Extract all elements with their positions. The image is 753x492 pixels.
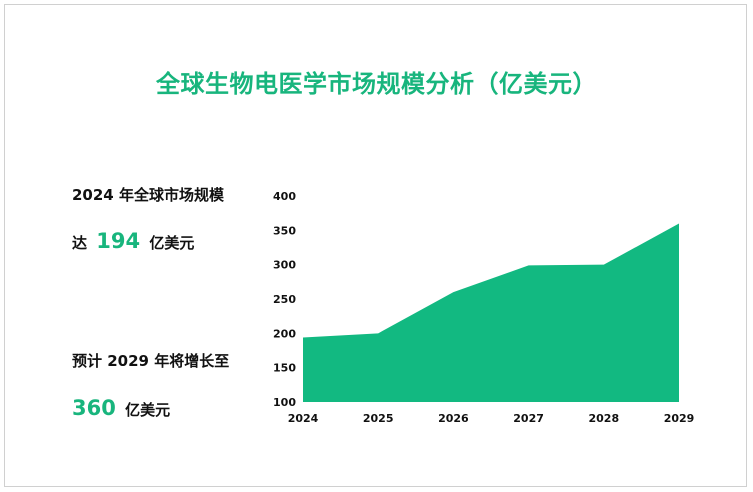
x-tick-label: 2026 — [438, 412, 469, 425]
x-tick-label: 2029 — [664, 412, 695, 425]
current-size-line: 达 194 亿美元 — [72, 229, 194, 253]
y-tick-label: 250 — [273, 293, 296, 306]
y-tick-label: 150 — [273, 362, 296, 375]
page-title: 全球生物电医学市场规模分析（亿美元） — [156, 70, 597, 98]
x-tick-label: 2028 — [588, 412, 619, 425]
x-tick-label: 2027 — [513, 412, 544, 425]
current-size-value: 194 — [96, 229, 141, 253]
chart-frame — [4, 4, 747, 487]
forecast-label: 预计 2029 年将增长至 — [72, 352, 230, 370]
area-series — [303, 223, 679, 402]
forecast-value: 360 — [72, 396, 116, 420]
y-tick-label: 400 — [273, 190, 296, 203]
current-size-unit: 亿美元 — [149, 234, 195, 252]
forecast-unit: 亿美元 — [125, 401, 171, 419]
forecast-line: 360 亿美元 — [72, 396, 170, 420]
y-tick-label: 200 — [273, 327, 296, 340]
current-size-prefix: 达 — [72, 234, 88, 252]
y-tick-label: 100 — [273, 396, 296, 409]
x-tick-label: 2025 — [363, 412, 394, 425]
y-tick-label: 300 — [273, 259, 296, 272]
x-tick-label: 2024 — [288, 412, 319, 425]
y-tick-label: 350 — [273, 224, 296, 237]
current-size-label: 2024 年全球市场规模 — [72, 186, 224, 204]
